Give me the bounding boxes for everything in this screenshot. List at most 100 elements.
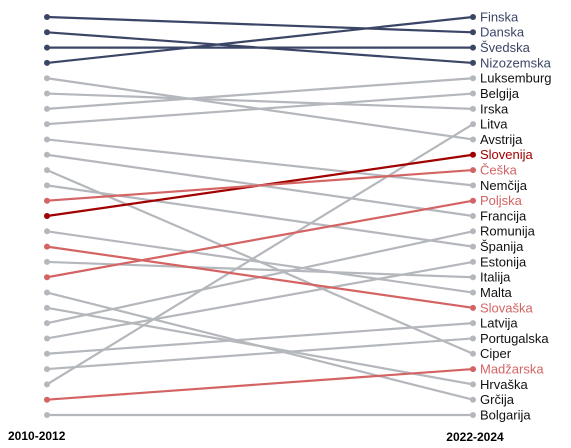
dot-left	[44, 90, 50, 97]
dot-right	[470, 350, 476, 357]
dot-right	[470, 289, 476, 296]
slope-line	[46, 291, 474, 401]
slope-line	[46, 245, 474, 309]
slope-line	[46, 15, 474, 34]
dot-right	[470, 105, 476, 112]
country-label: Latvija	[480, 316, 518, 331]
dot-right	[470, 59, 476, 66]
slope-line	[46, 322, 474, 355]
dot-right	[470, 75, 476, 82]
dot-left	[44, 304, 50, 311]
dot-left	[44, 412, 50, 418]
country-label: Irska	[480, 101, 509, 116]
x-label-right: 2022-2024	[446, 430, 504, 444]
country-label: Belgija	[480, 86, 520, 101]
dot-right	[470, 258, 476, 265]
dot-left	[44, 105, 50, 112]
slope-line	[46, 260, 474, 279]
country-label: Slovenija	[480, 147, 534, 162]
slope-line	[46, 123, 474, 386]
country-label: Finska	[480, 9, 519, 24]
dot-right	[470, 121, 476, 128]
dot-left	[44, 243, 50, 250]
country-label: Portugalska	[480, 331, 549, 346]
slope-line	[46, 184, 474, 248]
dot-right	[470, 396, 476, 403]
dot-left	[44, 197, 50, 204]
slope-line	[46, 138, 474, 187]
country-label: Bolgarija	[480, 407, 531, 422]
country-label: Hrvaška	[480, 377, 528, 392]
dot-right	[470, 90, 476, 97]
country-label: Nizozemska	[480, 55, 552, 70]
country-label: Švedska	[480, 40, 531, 55]
dot-left	[44, 274, 50, 281]
dot-left	[44, 289, 50, 296]
slope-line	[46, 168, 474, 202]
dot-left	[44, 121, 50, 128]
slope-line	[46, 77, 474, 110]
dot-left	[44, 350, 50, 357]
dot-right	[470, 274, 476, 281]
x-label-left: 2010-2012	[8, 429, 66, 443]
dot-left	[44, 29, 50, 36]
dot-left	[44, 396, 50, 403]
slope-line	[46, 31, 474, 65]
country-label: Romunija	[480, 224, 536, 239]
dot-right	[470, 151, 476, 158]
dot-left	[44, 258, 50, 265]
dot-right	[470, 29, 476, 36]
country-label: Avstrija	[480, 132, 523, 147]
dot-right	[470, 228, 476, 235]
dot-left	[44, 75, 50, 82]
country-label: Slovaška	[480, 300, 534, 315]
slope-line	[46, 367, 474, 401]
country-label: Malta	[480, 285, 513, 300]
dot-left	[44, 59, 50, 66]
slope-line	[46, 337, 474, 371]
country-label: Estonija	[480, 254, 527, 269]
dot-right	[470, 182, 476, 189]
dot-left	[44, 167, 50, 174]
dot-right	[470, 412, 476, 418]
country-label: Litva	[480, 117, 508, 132]
country-label: Madžarska	[480, 362, 544, 377]
country-label: Francija	[480, 208, 527, 223]
country-label: Italija	[480, 270, 511, 285]
dot-right	[470, 136, 476, 143]
country-label: Nemčija	[480, 178, 528, 193]
dot-left	[44, 381, 50, 388]
dot-left	[44, 366, 50, 373]
dot-left	[44, 320, 50, 327]
slope-line	[46, 15, 474, 65]
dot-right	[470, 213, 476, 219]
dot-right	[470, 304, 476, 311]
dot-right	[470, 14, 476, 20]
dot-right	[470, 335, 476, 342]
dot-right	[470, 320, 476, 327]
country-label: Češka	[480, 163, 518, 178]
dot-right	[470, 366, 476, 373]
country-label: Luksemburg	[480, 71, 552, 86]
dot-right	[470, 381, 476, 388]
country-label: Grčija	[480, 392, 515, 407]
dot-right	[470, 167, 476, 174]
dot-left	[44, 228, 50, 235]
dot-left	[44, 136, 50, 143]
slope-line	[46, 92, 474, 110]
dot-left	[44, 151, 50, 158]
dot-left	[44, 335, 50, 342]
dot-left	[44, 44, 50, 51]
dot-right	[470, 243, 476, 250]
dot-right	[470, 197, 476, 204]
country-label: Ciper	[480, 346, 512, 361]
slope-line	[46, 77, 474, 141]
dot-right	[470, 44, 476, 51]
dot-left	[44, 182, 50, 189]
country-label: Danska	[480, 25, 525, 40]
country-label: Španija	[480, 239, 524, 254]
slope-line	[46, 199, 474, 279]
dot-left	[44, 213, 50, 219]
slope-line	[46, 169, 474, 355]
